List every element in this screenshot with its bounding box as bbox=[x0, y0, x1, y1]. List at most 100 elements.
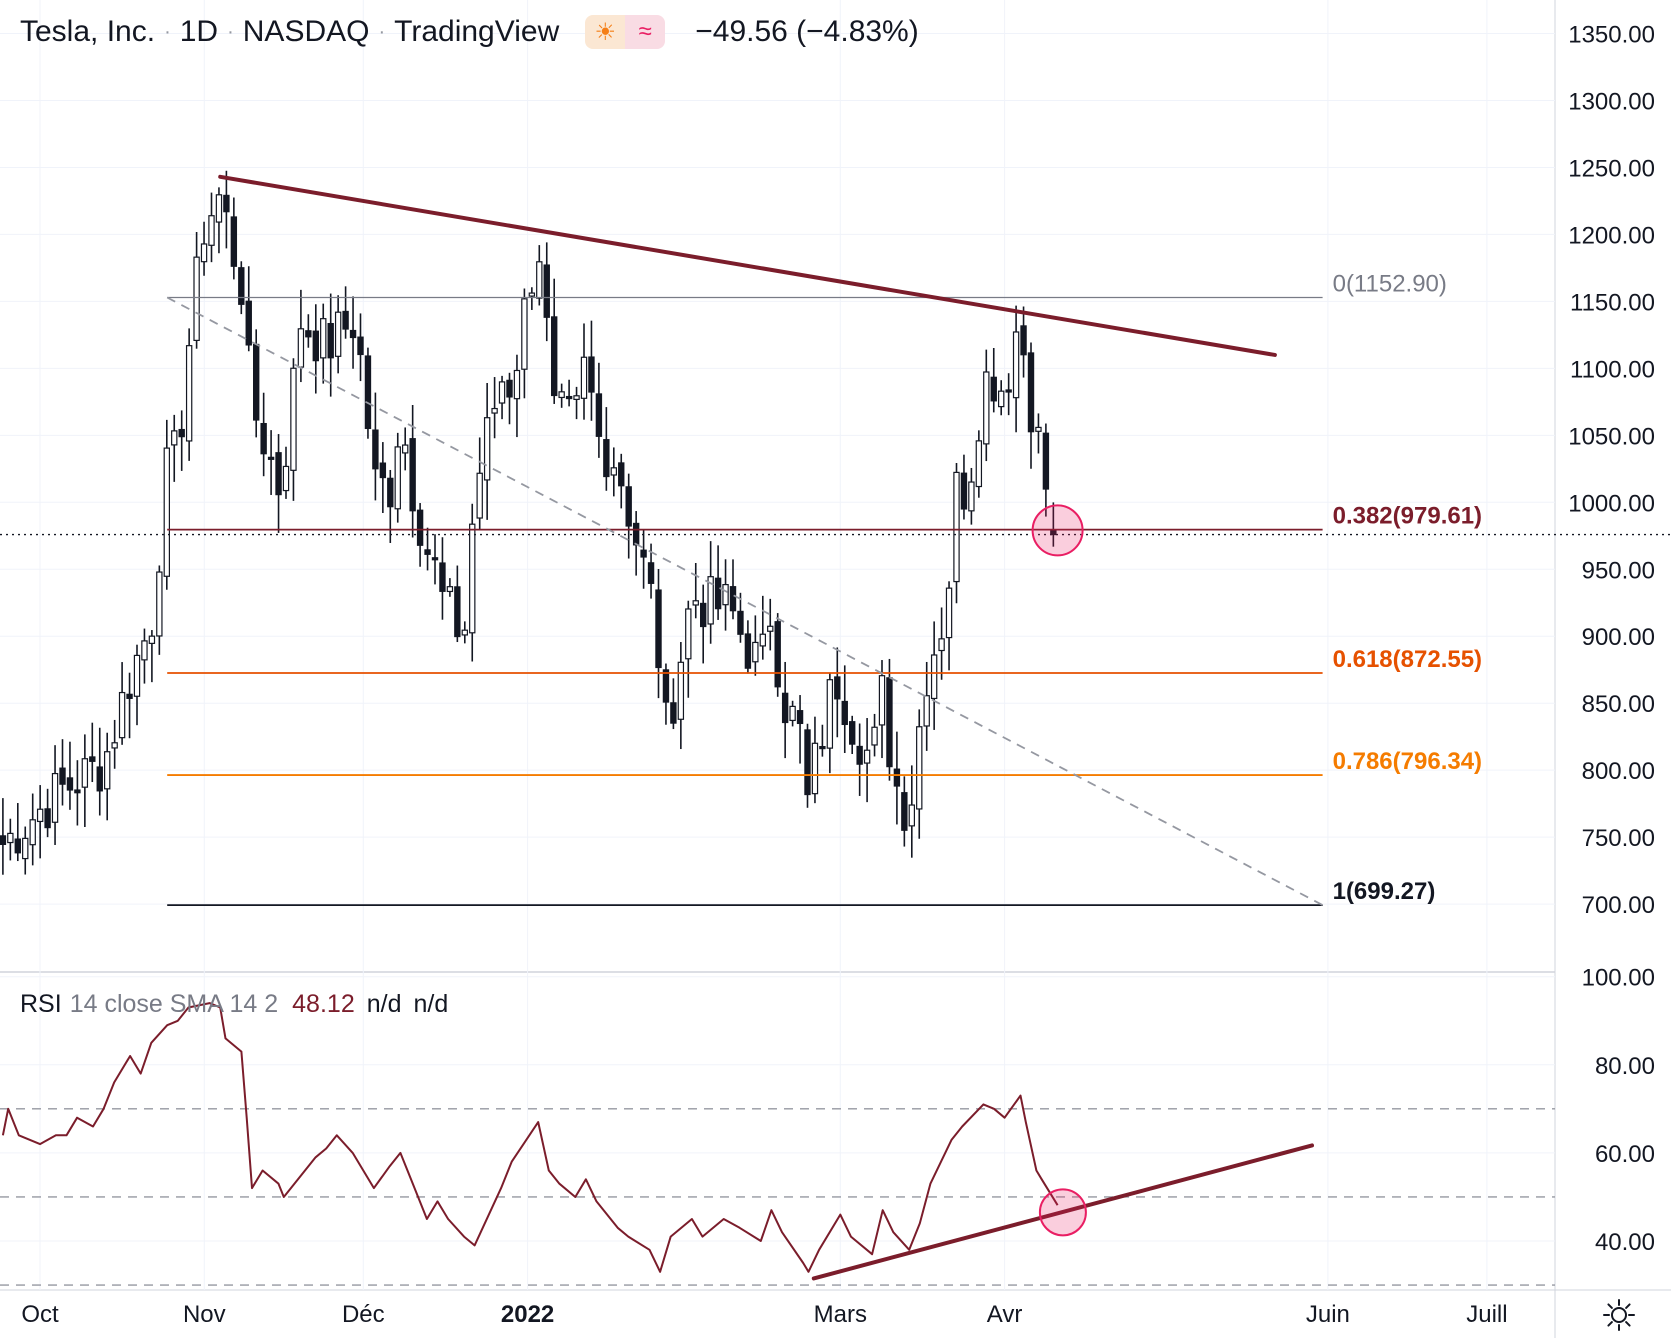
candle[interactable] bbox=[848, 715, 856, 754]
candle[interactable] bbox=[752, 615, 759, 676]
candle[interactable] bbox=[290, 358, 297, 501]
candle[interactable] bbox=[811, 716, 819, 804]
candle[interactable] bbox=[349, 296, 357, 369]
candle[interactable] bbox=[670, 678, 677, 730]
candle[interactable] bbox=[238, 261, 245, 315]
candle[interactable] bbox=[573, 386, 580, 420]
candle[interactable] bbox=[588, 320, 595, 421]
candle[interactable] bbox=[387, 469, 394, 543]
candle[interactable] bbox=[916, 709, 923, 839]
candle[interactable] bbox=[454, 565, 461, 643]
gear-icon[interactable] bbox=[1602, 1298, 1636, 1332]
candle[interactable] bbox=[483, 383, 491, 520]
candle[interactable] bbox=[111, 719, 118, 769]
candle[interactable] bbox=[699, 584, 707, 664]
candle[interactable] bbox=[677, 642, 685, 750]
sun-icon[interactable]: ☀ bbox=[585, 15, 626, 49]
candle[interactable] bbox=[36, 785, 44, 859]
candle[interactable] bbox=[878, 660, 886, 759]
candles[interactable] bbox=[0, 170, 1057, 875]
candle[interactable] bbox=[871, 713, 878, 757]
candle[interactable] bbox=[521, 288, 528, 399]
candle[interactable] bbox=[856, 723, 863, 796]
interval-label[interactable]: 1D bbox=[179, 15, 219, 48]
candle[interactable] bbox=[81, 734, 89, 828]
candle[interactable] bbox=[230, 197, 238, 280]
candle[interactable] bbox=[282, 446, 290, 499]
candle[interactable] bbox=[439, 537, 446, 620]
candle[interactable] bbox=[89, 722, 96, 783]
candle[interactable] bbox=[44, 788, 51, 838]
candle[interactable] bbox=[491, 377, 498, 439]
candle[interactable] bbox=[379, 442, 387, 513]
candle[interactable] bbox=[178, 410, 185, 471]
candle[interactable] bbox=[640, 529, 647, 589]
time-axis[interactable]: Oct Nov Déc 2022 Mars Avr Juin Juill bbox=[21, 1301, 1507, 1328]
candle[interactable] bbox=[275, 434, 282, 533]
candle[interactable] bbox=[804, 723, 811, 808]
candle[interactable] bbox=[536, 245, 543, 306]
candle[interactable] bbox=[96, 727, 103, 816]
rsi-highlight-circle[interactable] bbox=[1038, 1188, 1087, 1237]
candle[interactable] bbox=[1050, 502, 1057, 547]
candle[interactable] bbox=[744, 620, 752, 674]
candle[interactable] bbox=[74, 760, 81, 826]
candle[interactable] bbox=[461, 621, 469, 644]
candle[interactable] bbox=[550, 278, 558, 404]
candle[interactable] bbox=[506, 372, 513, 425]
candle[interactable] bbox=[595, 362, 603, 458]
candle[interactable] bbox=[945, 581, 953, 671]
candle[interactable] bbox=[528, 287, 536, 310]
candle[interactable] bbox=[431, 534, 439, 585]
candle[interactable] bbox=[1035, 413, 1042, 454]
rsi-line[interactable] bbox=[1, 1002, 1059, 1273]
candle[interactable] bbox=[759, 595, 767, 660]
candle[interactable] bbox=[0, 798, 7, 875]
candle[interactable] bbox=[22, 826, 29, 875]
candle[interactable] bbox=[953, 463, 960, 604]
candle[interactable] bbox=[133, 644, 141, 726]
candle[interactable] bbox=[558, 383, 565, 408]
candle[interactable] bbox=[171, 414, 178, 482]
candle[interactable] bbox=[364, 347, 372, 439]
candle[interactable] bbox=[901, 776, 908, 847]
rsi-label[interactable]: RSI bbox=[20, 990, 62, 1018]
candle[interactable] bbox=[1027, 342, 1035, 469]
candle[interactable] bbox=[796, 695, 804, 764]
rsi-axis[interactable]: 40.00 60.00 80.00 100.00 bbox=[1582, 965, 1655, 1256]
candle[interactable] bbox=[603, 407, 610, 491]
candle[interactable] bbox=[580, 323, 588, 420]
candle[interactable] bbox=[960, 454, 968, 520]
candle[interactable] bbox=[789, 700, 796, 727]
candle[interactable] bbox=[267, 430, 275, 495]
candle[interactable] bbox=[1012, 305, 1020, 433]
candle[interactable] bbox=[394, 432, 401, 523]
candle[interactable] bbox=[863, 718, 871, 803]
candle[interactable] bbox=[14, 803, 21, 862]
candle[interactable] bbox=[305, 314, 312, 348]
candle[interactable] bbox=[7, 818, 14, 861]
candle[interactable] bbox=[327, 293, 334, 397]
candle[interactable] bbox=[1020, 306, 1027, 378]
candle[interactable] bbox=[51, 745, 59, 845]
candle[interactable] bbox=[208, 192, 215, 263]
candle[interactable] bbox=[215, 187, 223, 254]
candle[interactable] bbox=[729, 559, 737, 620]
candle[interactable] bbox=[1005, 373, 1012, 416]
candle[interactable] bbox=[245, 266, 252, 352]
candle[interactable] bbox=[893, 731, 901, 825]
candle[interactable] bbox=[156, 565, 163, 655]
candle[interactable] bbox=[923, 661, 930, 751]
candle[interactable] bbox=[103, 732, 111, 821]
candle[interactable] bbox=[372, 392, 379, 501]
candle[interactable] bbox=[148, 630, 156, 683]
candle[interactable] bbox=[565, 379, 573, 407]
candle[interactable] bbox=[163, 419, 170, 590]
candle[interactable] bbox=[737, 592, 744, 643]
candle[interactable] bbox=[1042, 423, 1050, 517]
candle[interactable] bbox=[714, 545, 722, 620]
candle[interactable] bbox=[834, 647, 841, 738]
candle[interactable] bbox=[185, 328, 193, 461]
candle[interactable] bbox=[975, 430, 983, 498]
